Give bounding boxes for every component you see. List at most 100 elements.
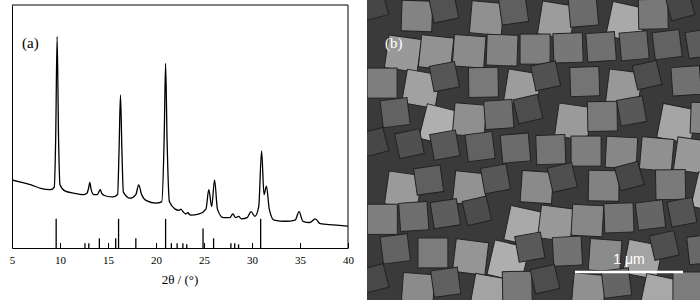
x-tick-label: 15 <box>103 254 115 266</box>
sem-particle <box>430 130 460 160</box>
reference-stick <box>230 243 231 248</box>
reference-stick <box>88 243 89 248</box>
x-tick: 40 <box>343 243 355 266</box>
sem-particle <box>638 0 668 29</box>
sem-particle <box>520 34 550 64</box>
x-tick: 15 <box>103 243 115 266</box>
sem-particle <box>568 0 598 27</box>
x-tick-mark <box>108 243 109 248</box>
sem-particle <box>380 98 410 128</box>
sem-particle <box>401 0 433 32</box>
sem-particle <box>639 137 674 172</box>
sem-particle <box>462 196 492 226</box>
x-tick-label: 25 <box>199 254 211 266</box>
reference-stick <box>165 219 166 248</box>
sem-particle <box>552 236 582 266</box>
sem-particle <box>429 62 459 92</box>
sem-particle <box>536 135 566 165</box>
x-tick-mark <box>252 243 253 248</box>
sem-particle <box>586 32 617 63</box>
sem-particle <box>690 102 700 134</box>
sem-background <box>367 0 700 300</box>
sem-particle <box>665 0 695 21</box>
sem-particle <box>587 101 617 131</box>
scale-bar <box>575 271 683 274</box>
x-tick-mark <box>60 243 61 248</box>
sem-particle <box>395 129 425 159</box>
sem-particle <box>649 230 679 260</box>
sem-particle <box>604 203 634 233</box>
frame-right <box>348 5 349 248</box>
x-tick-label: 5 <box>10 254 16 266</box>
x-tick: 30 <box>247 243 259 266</box>
panel-label-b: (b) <box>385 35 403 52</box>
x-tick-label: 10 <box>55 254 67 266</box>
sem-particle <box>418 238 448 268</box>
sem-particle <box>652 30 682 60</box>
sem-particle <box>500 133 530 163</box>
reference-stick <box>238 244 239 248</box>
sem-particle <box>538 205 575 242</box>
sem-particle <box>571 204 604 237</box>
sem-particle <box>588 170 619 201</box>
sem-particle <box>502 271 532 300</box>
x-tick-mark <box>204 243 205 248</box>
x-tick: 35 <box>295 243 307 266</box>
sem-particle <box>430 199 460 229</box>
x-axis-title: 2θ / (°) <box>162 272 199 287</box>
sem-particle <box>384 35 421 72</box>
reference-stick <box>186 244 187 248</box>
y-axis <box>12 6 13 249</box>
sem-particle <box>469 1 504 36</box>
x-tick-label: 35 <box>295 254 307 266</box>
scale-bar-label: 1 μm <box>613 251 644 267</box>
sem-particle <box>671 66 700 97</box>
sem-particle <box>380 234 410 264</box>
sem-particle <box>429 0 459 23</box>
reference-stick <box>260 219 261 248</box>
x-axis: 5 10 15 20 25 30 35 40 <box>10 243 355 266</box>
sem-particle <box>632 60 662 90</box>
sem-particle <box>452 103 487 138</box>
sem-particle <box>673 272 700 300</box>
sem-particle <box>673 137 700 174</box>
y-axis-line <box>12 6 13 249</box>
sem-particle <box>515 232 545 262</box>
sem-image <box>367 0 700 300</box>
reference-stick <box>84 243 85 248</box>
sem-particle <box>571 136 601 166</box>
x-tick-label: 40 <box>343 254 355 266</box>
sem-particle <box>619 31 649 61</box>
x-tick: 20 <box>151 243 163 266</box>
plot-area <box>12 37 348 248</box>
sem-particle <box>614 161 644 191</box>
reference-stick <box>135 238 136 248</box>
sem-particle <box>468 67 498 97</box>
figure: 510152025303540(a)2θ / (°)(b)1 μm <box>0 0 700 300</box>
sem-particle <box>531 61 561 91</box>
reference-stick <box>213 238 214 248</box>
x-axis-line <box>13 248 349 249</box>
sem-particle <box>547 162 577 192</box>
sem-particle <box>480 164 510 194</box>
sem-particle <box>571 273 606 300</box>
sem-particle <box>367 0 389 21</box>
sem-particle <box>367 264 389 293</box>
sem-particle <box>499 0 529 25</box>
sem-particle <box>687 234 700 264</box>
sem-particle <box>367 127 389 157</box>
sem-particle <box>414 165 444 195</box>
sem-particle <box>570 67 600 97</box>
reference-stick <box>99 238 100 248</box>
sem-particle <box>486 34 518 66</box>
sem-particle <box>667 197 697 227</box>
sem-particle <box>685 28 700 58</box>
xrd-pattern <box>12 37 348 227</box>
sem-particle <box>401 272 435 300</box>
reference-stick <box>171 243 172 248</box>
reference-stick <box>182 243 183 248</box>
sem-particle <box>484 99 514 129</box>
reference-stick <box>176 243 177 248</box>
reference-stick <box>202 229 203 248</box>
sem-particle <box>655 169 685 199</box>
